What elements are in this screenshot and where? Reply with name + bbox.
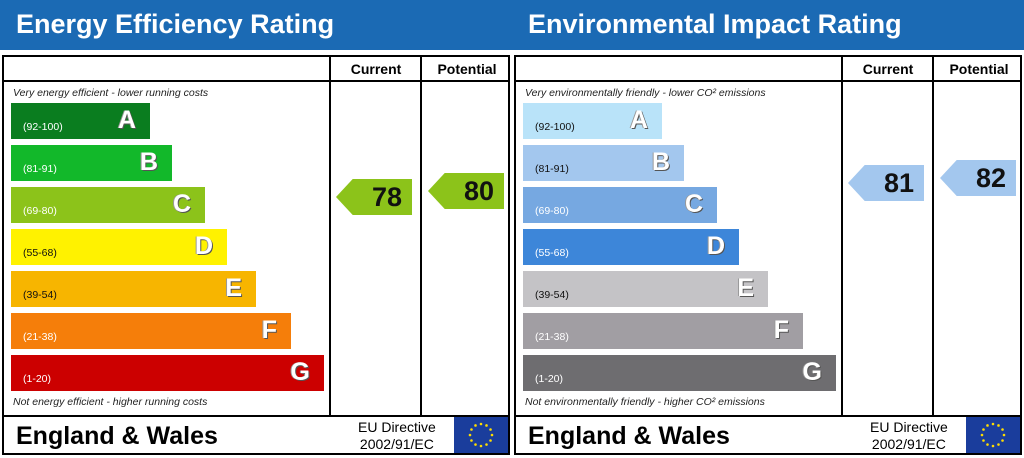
panel-title: Energy Efficiency Rating <box>0 0 512 50</box>
potential-column-header: Potential <box>437 61 497 77</box>
band-c: (69-80) C <box>11 187 205 223</box>
divider <box>420 57 422 415</box>
band-letter: B <box>651 148 670 176</box>
divider <box>4 80 508 82</box>
eu-directive: EU Directive 2002/91/EC <box>870 419 948 453</box>
divider <box>4 415 508 417</box>
band-range: (1-20) <box>23 373 52 385</box>
eu-directive: EU Directive 2002/91/EC <box>358 419 436 453</box>
region-label: England & Wales <box>528 422 730 450</box>
band-range: (55-68) <box>535 247 569 259</box>
band-letter: F <box>261 316 277 344</box>
directive-number: 2002/91/EC <box>359 436 434 452</box>
band-a: (92-100) A <box>523 103 662 139</box>
band-range: (55-68) <box>23 247 57 259</box>
band-letter: F <box>773 316 789 344</box>
eu-flag-icon <box>454 417 508 453</box>
panel-title: Environmental Impact Rating <box>512 0 1024 50</box>
current-rating-arrow: 78 <box>336 179 412 215</box>
band-g: (1-20) G <box>11 355 324 391</box>
current-column-header: Current <box>350 61 402 77</box>
bottom-note: Not energy efficient - higher running co… <box>13 396 208 408</box>
divider <box>329 57 331 415</box>
band-range: (21-38) <box>535 331 569 343</box>
rating-table: Current Potential Very energy efficient … <box>2 55 510 455</box>
band-e: (39-54) E <box>523 271 768 307</box>
band-range: (92-100) <box>535 121 575 133</box>
band-letter: E <box>225 274 242 302</box>
band-letter: A <box>117 106 136 134</box>
bottom-note: Not environmentally friendly - higher CO… <box>525 396 765 408</box>
divider <box>841 57 843 415</box>
band-d: (55-68) D <box>11 229 227 265</box>
current-column-header: Current <box>862 61 914 77</box>
band-range: (81-91) <box>535 163 569 175</box>
band-letter: G <box>802 358 822 386</box>
band-e: (39-54) E <box>11 271 256 307</box>
potential-rating-arrow: 80 <box>428 173 504 209</box>
directive-line: EU Directive <box>358 419 436 435</box>
potential-column-header: Potential <box>949 61 1009 77</box>
band-range: (81-91) <box>23 163 57 175</box>
band-a: (92-100) A <box>11 103 150 139</box>
environmental-rating-panel: Environmental Impact Rating Current Pote… <box>512 0 1024 457</box>
top-note: Very energy efficient - lower running co… <box>13 87 209 99</box>
band-letter: C <box>172 190 191 218</box>
band-range: (69-80) <box>23 205 57 217</box>
band-b: (81-91) B <box>11 145 172 181</box>
eu-flag-icon <box>966 417 1020 453</box>
divider <box>516 80 1020 82</box>
band-g: (1-20) G <box>523 355 836 391</box>
energy-rating-panel: Energy Efficiency Rating Current Potenti… <box>0 0 512 457</box>
band-letter: D <box>706 232 725 260</box>
band-letter: B <box>139 148 158 176</box>
band-range: (69-80) <box>535 205 569 217</box>
current-rating-arrow: 81 <box>848 165 924 201</box>
potential-rating-arrow: 82 <box>940 160 1016 196</box>
band-letter: D <box>194 232 213 260</box>
band-range: (39-54) <box>535 289 569 301</box>
directive-number: 2002/91/EC <box>871 436 946 452</box>
band-range: (39-54) <box>23 289 57 301</box>
band-f: (21-38) F <box>523 313 803 349</box>
band-f: (21-38) F <box>11 313 291 349</box>
band-range: (21-38) <box>23 331 57 343</box>
directive-line: EU Directive <box>870 419 948 435</box>
region-label: England & Wales <box>16 422 218 450</box>
band-range: (1-20) <box>535 373 564 385</box>
band-letter: A <box>629 106 648 134</box>
band-d: (55-68) D <box>523 229 739 265</box>
divider <box>932 57 934 415</box>
band-c: (69-80) C <box>523 187 717 223</box>
rating-table: Current Potential Very environmentally f… <box>514 55 1022 455</box>
band-letter: G <box>290 358 310 386</box>
band-b: (81-91) B <box>523 145 684 181</box>
band-range: (92-100) <box>23 121 63 133</box>
band-letter: E <box>737 274 754 302</box>
band-letter: C <box>684 190 703 218</box>
top-note: Very environmentally friendly - lower CO… <box>525 87 766 99</box>
divider <box>516 415 1020 417</box>
